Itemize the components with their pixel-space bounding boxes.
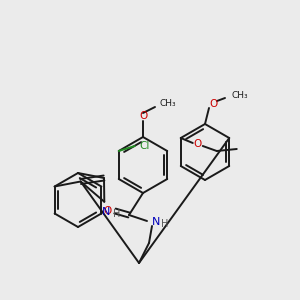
Text: CH₃: CH₃ — [160, 98, 177, 107]
Text: O: O — [103, 206, 111, 216]
Text: H: H — [161, 219, 168, 229]
Text: CH₃: CH₃ — [231, 91, 247, 100]
Text: N: N — [152, 217, 160, 227]
Text: O: O — [139, 111, 147, 121]
Text: Cl: Cl — [140, 141, 150, 151]
Text: O: O — [194, 139, 202, 149]
Text: O: O — [209, 99, 217, 109]
Text: H: H — [112, 209, 120, 219]
Text: N: N — [102, 207, 110, 217]
